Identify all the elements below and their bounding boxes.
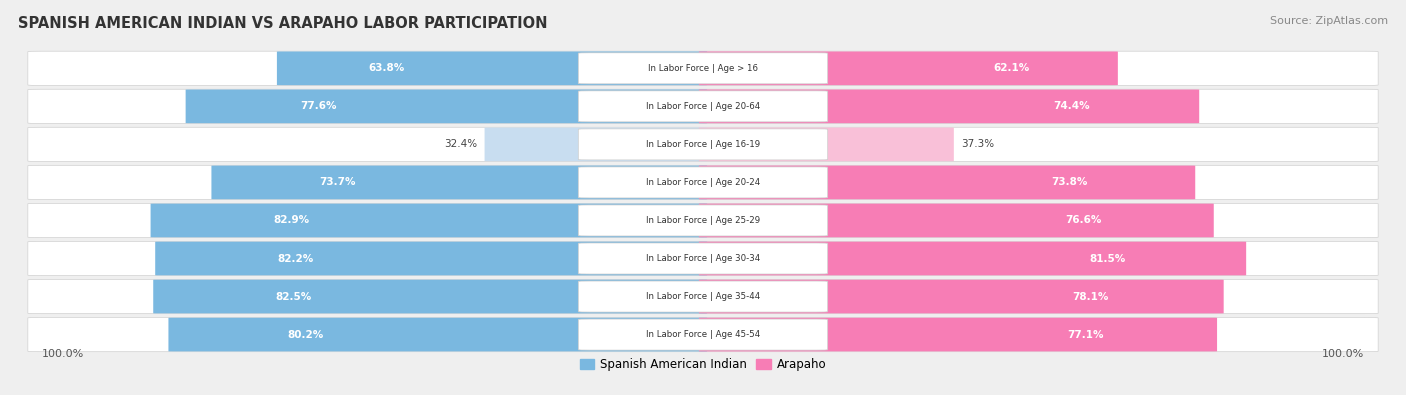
- FancyBboxPatch shape: [485, 128, 707, 161]
- Text: In Labor Force | Age 30-34: In Labor Force | Age 30-34: [645, 254, 761, 263]
- Text: 74.4%: 74.4%: [1053, 102, 1091, 111]
- Text: 77.1%: 77.1%: [1067, 329, 1104, 340]
- FancyBboxPatch shape: [578, 243, 828, 274]
- FancyBboxPatch shape: [578, 129, 828, 160]
- Text: SPANISH AMERICAN INDIAN VS ARAPAHO LABOR PARTICIPATION: SPANISH AMERICAN INDIAN VS ARAPAHO LABOR…: [18, 16, 548, 31]
- Text: 77.6%: 77.6%: [299, 102, 336, 111]
- FancyBboxPatch shape: [699, 128, 953, 161]
- FancyBboxPatch shape: [169, 318, 707, 352]
- FancyBboxPatch shape: [150, 203, 707, 237]
- FancyBboxPatch shape: [578, 167, 828, 198]
- FancyBboxPatch shape: [155, 242, 707, 275]
- Text: 82.9%: 82.9%: [274, 215, 309, 226]
- FancyBboxPatch shape: [578, 205, 828, 236]
- FancyBboxPatch shape: [699, 242, 1246, 275]
- Legend: Spanish American Indian, Arapaho: Spanish American Indian, Arapaho: [575, 354, 831, 376]
- FancyBboxPatch shape: [277, 51, 707, 85]
- Text: 100.0%: 100.0%: [42, 349, 84, 359]
- Text: 81.5%: 81.5%: [1090, 254, 1125, 263]
- FancyBboxPatch shape: [28, 241, 1378, 276]
- FancyBboxPatch shape: [28, 166, 1378, 199]
- FancyBboxPatch shape: [28, 51, 1378, 85]
- FancyBboxPatch shape: [699, 166, 1195, 199]
- Text: 82.2%: 82.2%: [277, 254, 314, 263]
- FancyBboxPatch shape: [28, 89, 1378, 124]
- Text: In Labor Force | Age 16-19: In Labor Force | Age 16-19: [645, 140, 761, 149]
- Text: In Labor Force | Age 25-29: In Labor Force | Age 25-29: [645, 216, 761, 225]
- Text: 82.5%: 82.5%: [276, 292, 312, 301]
- Text: 63.8%: 63.8%: [368, 63, 405, 73]
- FancyBboxPatch shape: [699, 280, 1223, 313]
- FancyBboxPatch shape: [578, 53, 828, 84]
- Text: 73.7%: 73.7%: [319, 177, 356, 188]
- Text: In Labor Force | Age > 16: In Labor Force | Age > 16: [648, 64, 758, 73]
- Text: 32.4%: 32.4%: [444, 139, 478, 149]
- FancyBboxPatch shape: [211, 166, 707, 199]
- Text: 37.3%: 37.3%: [960, 139, 994, 149]
- FancyBboxPatch shape: [699, 90, 1199, 123]
- FancyBboxPatch shape: [186, 90, 707, 123]
- Text: In Labor Force | Age 20-64: In Labor Force | Age 20-64: [645, 102, 761, 111]
- Text: 62.1%: 62.1%: [993, 63, 1029, 73]
- FancyBboxPatch shape: [578, 281, 828, 312]
- FancyBboxPatch shape: [28, 127, 1378, 162]
- Text: 80.2%: 80.2%: [287, 329, 323, 340]
- Text: 73.8%: 73.8%: [1050, 177, 1087, 188]
- FancyBboxPatch shape: [699, 318, 1218, 352]
- Text: 76.6%: 76.6%: [1064, 215, 1101, 226]
- FancyBboxPatch shape: [28, 279, 1378, 314]
- Text: In Labor Force | Age 35-44: In Labor Force | Age 35-44: [645, 292, 761, 301]
- FancyBboxPatch shape: [578, 91, 828, 122]
- FancyBboxPatch shape: [699, 203, 1213, 237]
- FancyBboxPatch shape: [153, 280, 707, 313]
- Text: 78.1%: 78.1%: [1073, 292, 1108, 301]
- Text: In Labor Force | Age 45-54: In Labor Force | Age 45-54: [645, 330, 761, 339]
- Text: Source: ZipAtlas.com: Source: ZipAtlas.com: [1270, 16, 1388, 26]
- FancyBboxPatch shape: [699, 51, 1118, 85]
- Text: 100.0%: 100.0%: [1322, 349, 1364, 359]
- FancyBboxPatch shape: [28, 318, 1378, 352]
- FancyBboxPatch shape: [28, 203, 1378, 237]
- FancyBboxPatch shape: [578, 319, 828, 350]
- Text: In Labor Force | Age 20-24: In Labor Force | Age 20-24: [645, 178, 761, 187]
